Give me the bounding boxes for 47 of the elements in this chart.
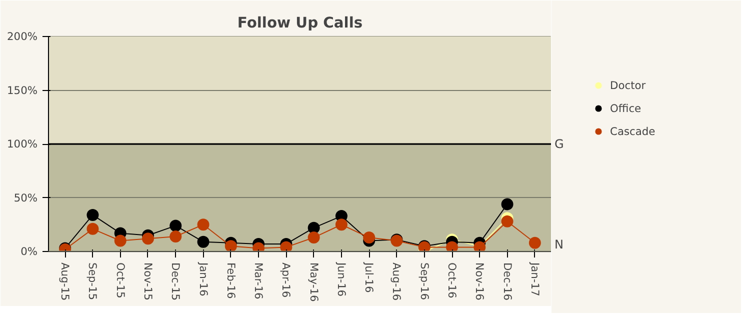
y-tick-label: 150% bbox=[7, 84, 38, 97]
point bbox=[224, 240, 237, 252]
point bbox=[170, 220, 182, 232]
point bbox=[280, 241, 292, 252]
point bbox=[308, 232, 320, 244]
x-tick-label: May-16 bbox=[307, 262, 320, 302]
point bbox=[308, 222, 320, 234]
x-tick-label: Sep-16 bbox=[418, 262, 431, 300]
point bbox=[86, 208, 99, 221]
x-tick-label: Oct-16 bbox=[446, 262, 459, 299]
point bbox=[86, 222, 99, 235]
y-tick-label: 200% bbox=[7, 30, 38, 43]
point bbox=[501, 215, 514, 228]
point bbox=[363, 232, 376, 244]
legend-label: Doctor bbox=[610, 78, 646, 92]
x-tick-label: Jun-16 bbox=[334, 262, 348, 297]
legend-label: Cascade bbox=[610, 124, 656, 138]
x-tick-label: Jan-17 bbox=[528, 262, 542, 296]
y-tick-label: 100% bbox=[7, 138, 38, 150]
ref-line-label: N bbox=[554, 238, 564, 252]
x-tick-label: Oct-15 bbox=[114, 262, 127, 298]
x-tick-label: Jul-16 bbox=[362, 262, 376, 293]
x-tick-label: Nov-15 bbox=[141, 262, 154, 300]
x-tick-label: Apr-16 bbox=[280, 262, 293, 298]
y-tick-label: 0% bbox=[20, 245, 38, 258]
point bbox=[335, 218, 348, 231]
point bbox=[446, 241, 458, 252]
x-tick-label: Jan-16 bbox=[196, 262, 210, 297]
x-tick-label: Mar-16 bbox=[252, 262, 266, 300]
x-tick-label: Feb-16 bbox=[224, 262, 238, 299]
point bbox=[170, 230, 182, 242]
y-tick-label: 50% bbox=[14, 191, 38, 204]
x-tick-label: Dec-15 bbox=[169, 262, 182, 301]
ref-line-label: G bbox=[554, 137, 564, 151]
x-tick-label: Dec-16 bbox=[500, 262, 514, 301]
point bbox=[501, 198, 514, 210]
x-tick-label: Sep-15 bbox=[86, 262, 100, 300]
chart-title: Follow Up Calls bbox=[237, 14, 363, 32]
x-tick-label: Nov-16 bbox=[473, 262, 486, 301]
x-tick-label: Aug-16 bbox=[390, 262, 404, 301]
x-tick-label: Aug-15 bbox=[58, 262, 72, 301]
legend-label: Office bbox=[610, 102, 642, 114]
point bbox=[197, 218, 210, 231]
point bbox=[114, 234, 126, 247]
point bbox=[142, 232, 154, 245]
point bbox=[528, 236, 541, 249]
point bbox=[197, 236, 210, 248]
